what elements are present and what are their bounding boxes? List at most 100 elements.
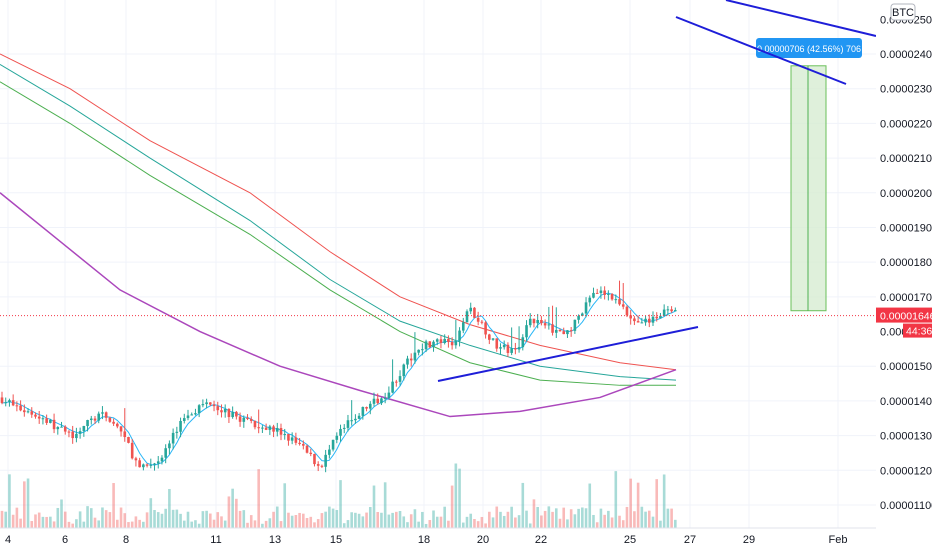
candle-body <box>116 423 119 427</box>
candle-body <box>101 412 104 414</box>
x-tick-label: 29 <box>743 534 755 546</box>
candle-body <box>554 329 558 333</box>
candle-body <box>287 434 290 441</box>
x-tick-label: 22 <box>535 534 547 546</box>
candle-body <box>461 322 465 331</box>
x-axis[interactable]: 4 6 8 11 13 15 18 20 22 25 27 29 Feb <box>0 527 932 550</box>
candle-body <box>584 302 588 314</box>
last-price-tag <box>876 307 932 323</box>
trendlines[interactable] <box>437 0 877 382</box>
volume-bar <box>261 523 264 528</box>
currency-badge[interactable]: BTC <box>890 3 916 21</box>
volume-bar <box>283 483 287 528</box>
volume-bar <box>23 481 26 528</box>
volume-bar <box>391 512 394 528</box>
candle-body <box>607 293 610 295</box>
candle-body <box>190 414 194 416</box>
volume-bar <box>554 508 558 528</box>
candle-body <box>383 397 387 399</box>
volume-bar <box>484 523 487 528</box>
volume-bar <box>465 516 469 528</box>
volume-bar <box>339 480 342 528</box>
candle-body <box>588 297 592 303</box>
candle-body <box>469 307 473 312</box>
volume-bar <box>335 510 339 528</box>
volume-bar <box>644 511 647 528</box>
volume-bar <box>75 519 78 528</box>
candle-body <box>499 347 502 349</box>
candle-body <box>592 292 595 298</box>
volume-bar <box>655 479 659 528</box>
candle-body <box>528 318 532 326</box>
support-trendline[interactable] <box>437 326 699 382</box>
candle-body <box>328 449 331 455</box>
candle-body <box>361 407 365 416</box>
ma-line-blue <box>1 292 676 466</box>
volume-bar <box>387 514 391 528</box>
candle-body <box>41 418 45 420</box>
candle-body <box>23 410 26 413</box>
volume-bar <box>435 516 439 528</box>
candle-body <box>209 402 212 405</box>
candle-body <box>49 419 52 423</box>
volume-bars <box>0 463 677 528</box>
volume-bar <box>365 512 368 528</box>
volume-bar <box>361 516 365 528</box>
candle-body <box>517 347 521 350</box>
volume-bar <box>417 521 420 528</box>
volume-bar <box>216 512 220 528</box>
volume-bar <box>4 511 8 528</box>
volume-bar <box>149 498 153 528</box>
candle-body <box>134 458 138 461</box>
candle-body <box>391 381 394 393</box>
volume-bar <box>316 519 320 528</box>
volume-bar <box>223 520 227 528</box>
volume-bar <box>209 513 212 528</box>
candle-body <box>662 309 666 316</box>
candle-body <box>97 413 101 421</box>
volume-bar <box>156 512 160 528</box>
volume-bar <box>194 520 197 528</box>
candle-body <box>52 419 56 430</box>
candle-body <box>119 426 123 432</box>
channel-line-lower[interactable] <box>675 16 847 85</box>
candle-body <box>15 405 19 407</box>
candle-body <box>335 435 339 440</box>
candle-body <box>34 414 37 417</box>
candle-body <box>220 410 223 413</box>
candle-body <box>313 453 316 465</box>
volume-bar <box>636 482 640 528</box>
candle-body <box>56 427 60 430</box>
x-tick-label: Feb <box>829 534 848 546</box>
candle-body <box>223 408 227 413</box>
candle-body <box>346 420 350 428</box>
candle-body <box>179 420 182 432</box>
candle-body <box>428 341 432 348</box>
candle-body <box>625 306 629 316</box>
candle-body <box>261 427 264 429</box>
volume-bar <box>383 482 387 528</box>
volume-bar <box>488 511 491 528</box>
volume-bar <box>26 478 30 528</box>
volume-bar <box>249 515 253 528</box>
volume-bar <box>402 516 406 528</box>
candle-body <box>37 416 41 419</box>
channel-line-upper[interactable] <box>725 0 877 37</box>
candle-body <box>525 325 528 338</box>
volume-bar <box>101 507 104 528</box>
volume-bar <box>15 507 19 528</box>
volume-bar <box>476 521 480 528</box>
candle-body <box>112 421 115 424</box>
volume-bar <box>346 520 350 528</box>
candle-body <box>4 402 8 404</box>
volume-bar <box>246 522 249 528</box>
volume-bar <box>592 514 595 528</box>
volume-bar <box>197 523 201 528</box>
candle-body <box>331 439 335 450</box>
candle-body <box>491 338 495 340</box>
candle-body <box>510 348 513 353</box>
